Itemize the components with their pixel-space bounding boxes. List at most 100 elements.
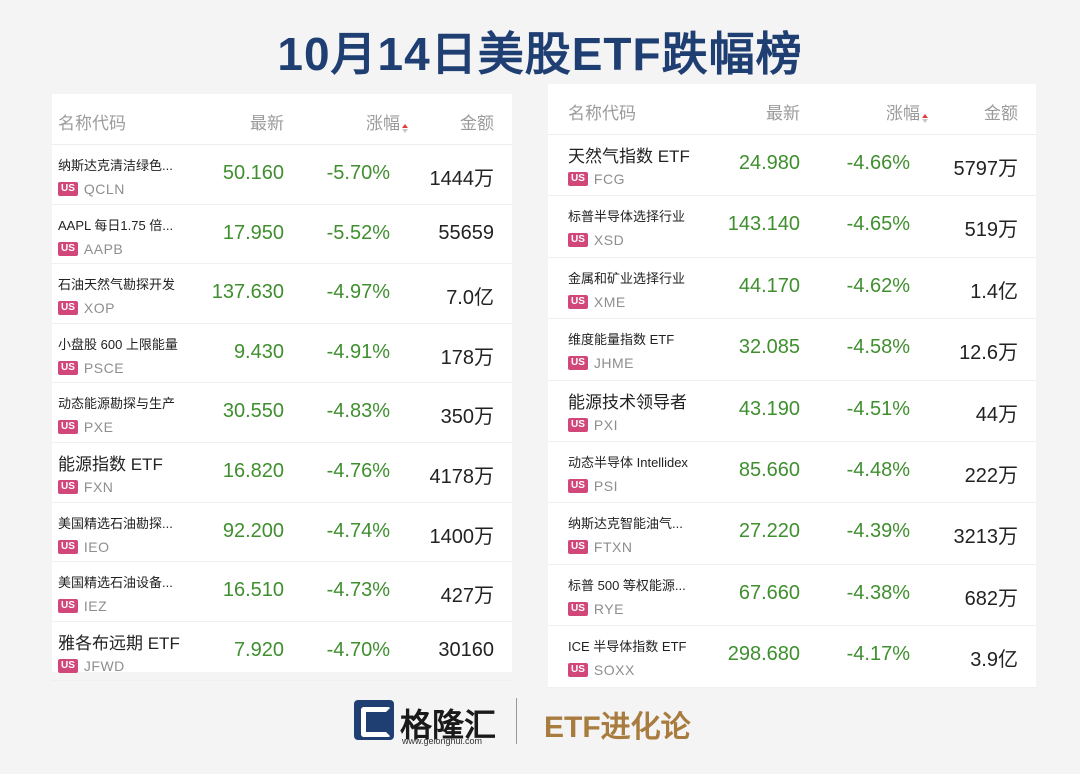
change-percent: -4.58%: [846, 336, 910, 359]
latest-price: 16.510: [222, 579, 284, 602]
header-amount[interactable]: 金额: [460, 114, 494, 133]
trade-amount: 519万: [964, 219, 1018, 242]
market-badge: US: [58, 182, 78, 196]
ticker-code: SOXX: [593, 662, 635, 679]
etf-name: 雅各布远期 ETF: [58, 633, 180, 653]
table-row[interactable]: ICE 半导体指数 ETF US SOXX 298.680 -4.17% 3.9亿: [548, 626, 1036, 688]
etf-name: 能源技术领导者: [568, 392, 687, 412]
trade-amount: 7.0亿: [446, 287, 494, 310]
market-badge: US: [58, 479, 78, 494]
market-badge: US: [58, 241, 78, 256]
market-badge: US: [58, 360, 78, 375]
ticker-code: FTXN: [593, 539, 633, 556]
latest-price: 50.160: [222, 162, 284, 184]
latest-price: 92.200: [222, 519, 284, 542]
trade-amount: 3.9亿: [970, 649, 1018, 672]
table-row[interactable]: 美国精选石油勘探... US IEO 92.200 -4.74% 1400万: [52, 503, 512, 563]
table-row[interactable]: 小盘股 600 上限能量 US PSCE 9.430 -4.91% 178万: [52, 324, 512, 384]
etf-ticker: US AAPB: [58, 241, 123, 257]
right-ranking-table: 名称代码 最新 涨幅 金额 天然气指数 ETF US FCG 24.980 -4.66%…: [548, 84, 1036, 688]
ticker-code: AAPB: [83, 240, 124, 257]
etf-name: 美国精选石油勘探...: [58, 515, 173, 531]
trade-amount: 55659: [438, 221, 494, 244]
header-amount[interactable]: 金额: [984, 104, 1018, 123]
header-change-label: 涨幅: [366, 114, 400, 133]
etf-ticker: US JFWD: [58, 658, 125, 674]
table-row[interactable]: 纳斯达克智能油气... US FTXN 27.220 -4.39% 3213万: [548, 503, 1036, 565]
market-badge: US: [58, 539, 78, 554]
ticker-code: XSD: [593, 232, 625, 249]
change-percent: -4.76%: [326, 459, 390, 482]
etf-name: 维度能量指数 ETF: [568, 332, 675, 348]
header-price[interactable]: 最新: [250, 114, 284, 133]
ticker-code: FCG: [593, 171, 625, 187]
etf-name: 动态半导体 Intellidex: [568, 454, 688, 470]
trade-amount: 3213万: [953, 526, 1019, 549]
ticker-code: QCLN: [83, 181, 125, 197]
latest-price: 16.820: [222, 459, 284, 482]
table-row[interactable]: AAPL 每日1.75 倍... US AAPB 17.950 -5.52% 55659: [52, 205, 512, 265]
market-badge: US: [58, 658, 78, 673]
header-name-code: 名称代码: [58, 114, 126, 133]
table-header: 名称代码 最新 涨幅 金额: [52, 94, 512, 145]
table-row[interactable]: 标普半导体选择行业 US XSD 143.140 -4.65% 519万: [548, 196, 1036, 258]
table-row[interactable]: 美国精选石油设备... US IEZ 16.510 -4.73% 427万: [52, 562, 512, 622]
latest-price: 298.680: [727, 643, 800, 666]
header-name-code: 名称代码: [568, 104, 636, 123]
latest-price: 44.170: [738, 274, 800, 297]
trade-amount: 44万: [975, 403, 1018, 426]
etf-ticker: US JHME: [568, 355, 634, 371]
table-row[interactable]: 能源技术领导者 US PXI 43.190 -4.51% 44万: [548, 381, 1036, 442]
ticker-code: RYE: [593, 600, 624, 617]
etf-name: 金属和矿业选择行业: [568, 270, 686, 286]
header-price[interactable]: 最新: [766, 104, 800, 123]
trade-amount: 30160: [438, 638, 494, 661]
table-row[interactable]: 维度能量指数 ETF US JHME 32.085 -4.58% 12.6万: [548, 319, 1036, 381]
header-change[interactable]: 涨幅: [366, 109, 408, 134]
latest-price: 9.430: [233, 340, 284, 363]
etf-name: 美国精选石油设备...: [58, 575, 173, 591]
header-change-label: 涨幅: [886, 104, 920, 123]
table-row[interactable]: 动态能源勘探与生产 US PXE 30.550 -4.83% 350万: [52, 383, 512, 443]
change-percent: -4.48%: [846, 458, 910, 481]
latest-price: 30.550: [222, 400, 284, 423]
market-badge: US: [58, 301, 78, 316]
change-percent: -5.52%: [326, 221, 390, 244]
table-row[interactable]: 能源指数 ETF US FXN 16.820 -4.76% 4178万: [52, 443, 512, 503]
etf-name: 标普半导体选择行业: [568, 209, 686, 225]
etf-name: 天然气指数 ETF: [568, 147, 690, 166]
trade-amount: 1444万: [429, 168, 495, 190]
footer-divider: [516, 698, 517, 744]
etf-ticker: US QCLN: [58, 181, 125, 197]
latest-price: 67.660: [738, 581, 800, 604]
market-badge: US: [568, 663, 588, 678]
ticker-code: IEZ: [83, 598, 108, 615]
table-row[interactable]: 标普 500 等权能源... US RYE 67.660 -4.38% 682万: [548, 565, 1036, 627]
table-row[interactable]: 天然气指数 ETF US FCG 24.980 -4.66% 5797万: [548, 135, 1036, 197]
change-percent: -4.74%: [326, 519, 390, 542]
trade-amount: 350万: [440, 406, 494, 429]
latest-price: 137.630: [211, 281, 284, 304]
trade-amount: 1.4亿: [970, 280, 1018, 303]
change-percent: -4.65%: [846, 213, 910, 236]
page-title: 10月14日美股ETF跌幅榜: [277, 28, 803, 80]
latest-price: 32.085: [738, 336, 800, 359]
table-row[interactable]: 动态半导体 Intellidex US PSI 85.660 -4.48% 222万: [548, 442, 1036, 504]
change-percent: -4.62%: [846, 274, 910, 297]
table-row[interactable]: 石油天然气勘探开发 US XOP 137.630 -4.97% 7.0亿: [52, 264, 512, 324]
change-percent: -5.70%: [326, 162, 390, 184]
etf-ticker: US XSD: [568, 232, 624, 248]
market-badge: US: [568, 356, 588, 371]
header-change[interactable]: 涨幅: [886, 99, 928, 124]
table-row[interactable]: 雅各布远期 ETF US JFWD 7.920 -4.70% 30160: [52, 622, 512, 682]
etf-name: 石油天然气勘探开发: [58, 277, 176, 293]
ticker-code: PSI: [593, 477, 618, 494]
latest-price: 24.980: [738, 152, 800, 174]
table-row[interactable]: 纳斯达克清洁绿色... US QCLN 50.160 -5.70% 1444万: [52, 145, 512, 205]
table-row[interactable]: 金属和矿业选择行业 US XME 44.170 -4.62% 1.4亿: [548, 258, 1036, 320]
trade-amount: 178万: [440, 346, 494, 369]
trade-amount: 682万: [964, 587, 1018, 610]
ticker-code: PXE: [83, 419, 114, 436]
sort-icon: [922, 114, 928, 123]
etf-name: ICE 半导体指数 ETF: [568, 639, 687, 655]
